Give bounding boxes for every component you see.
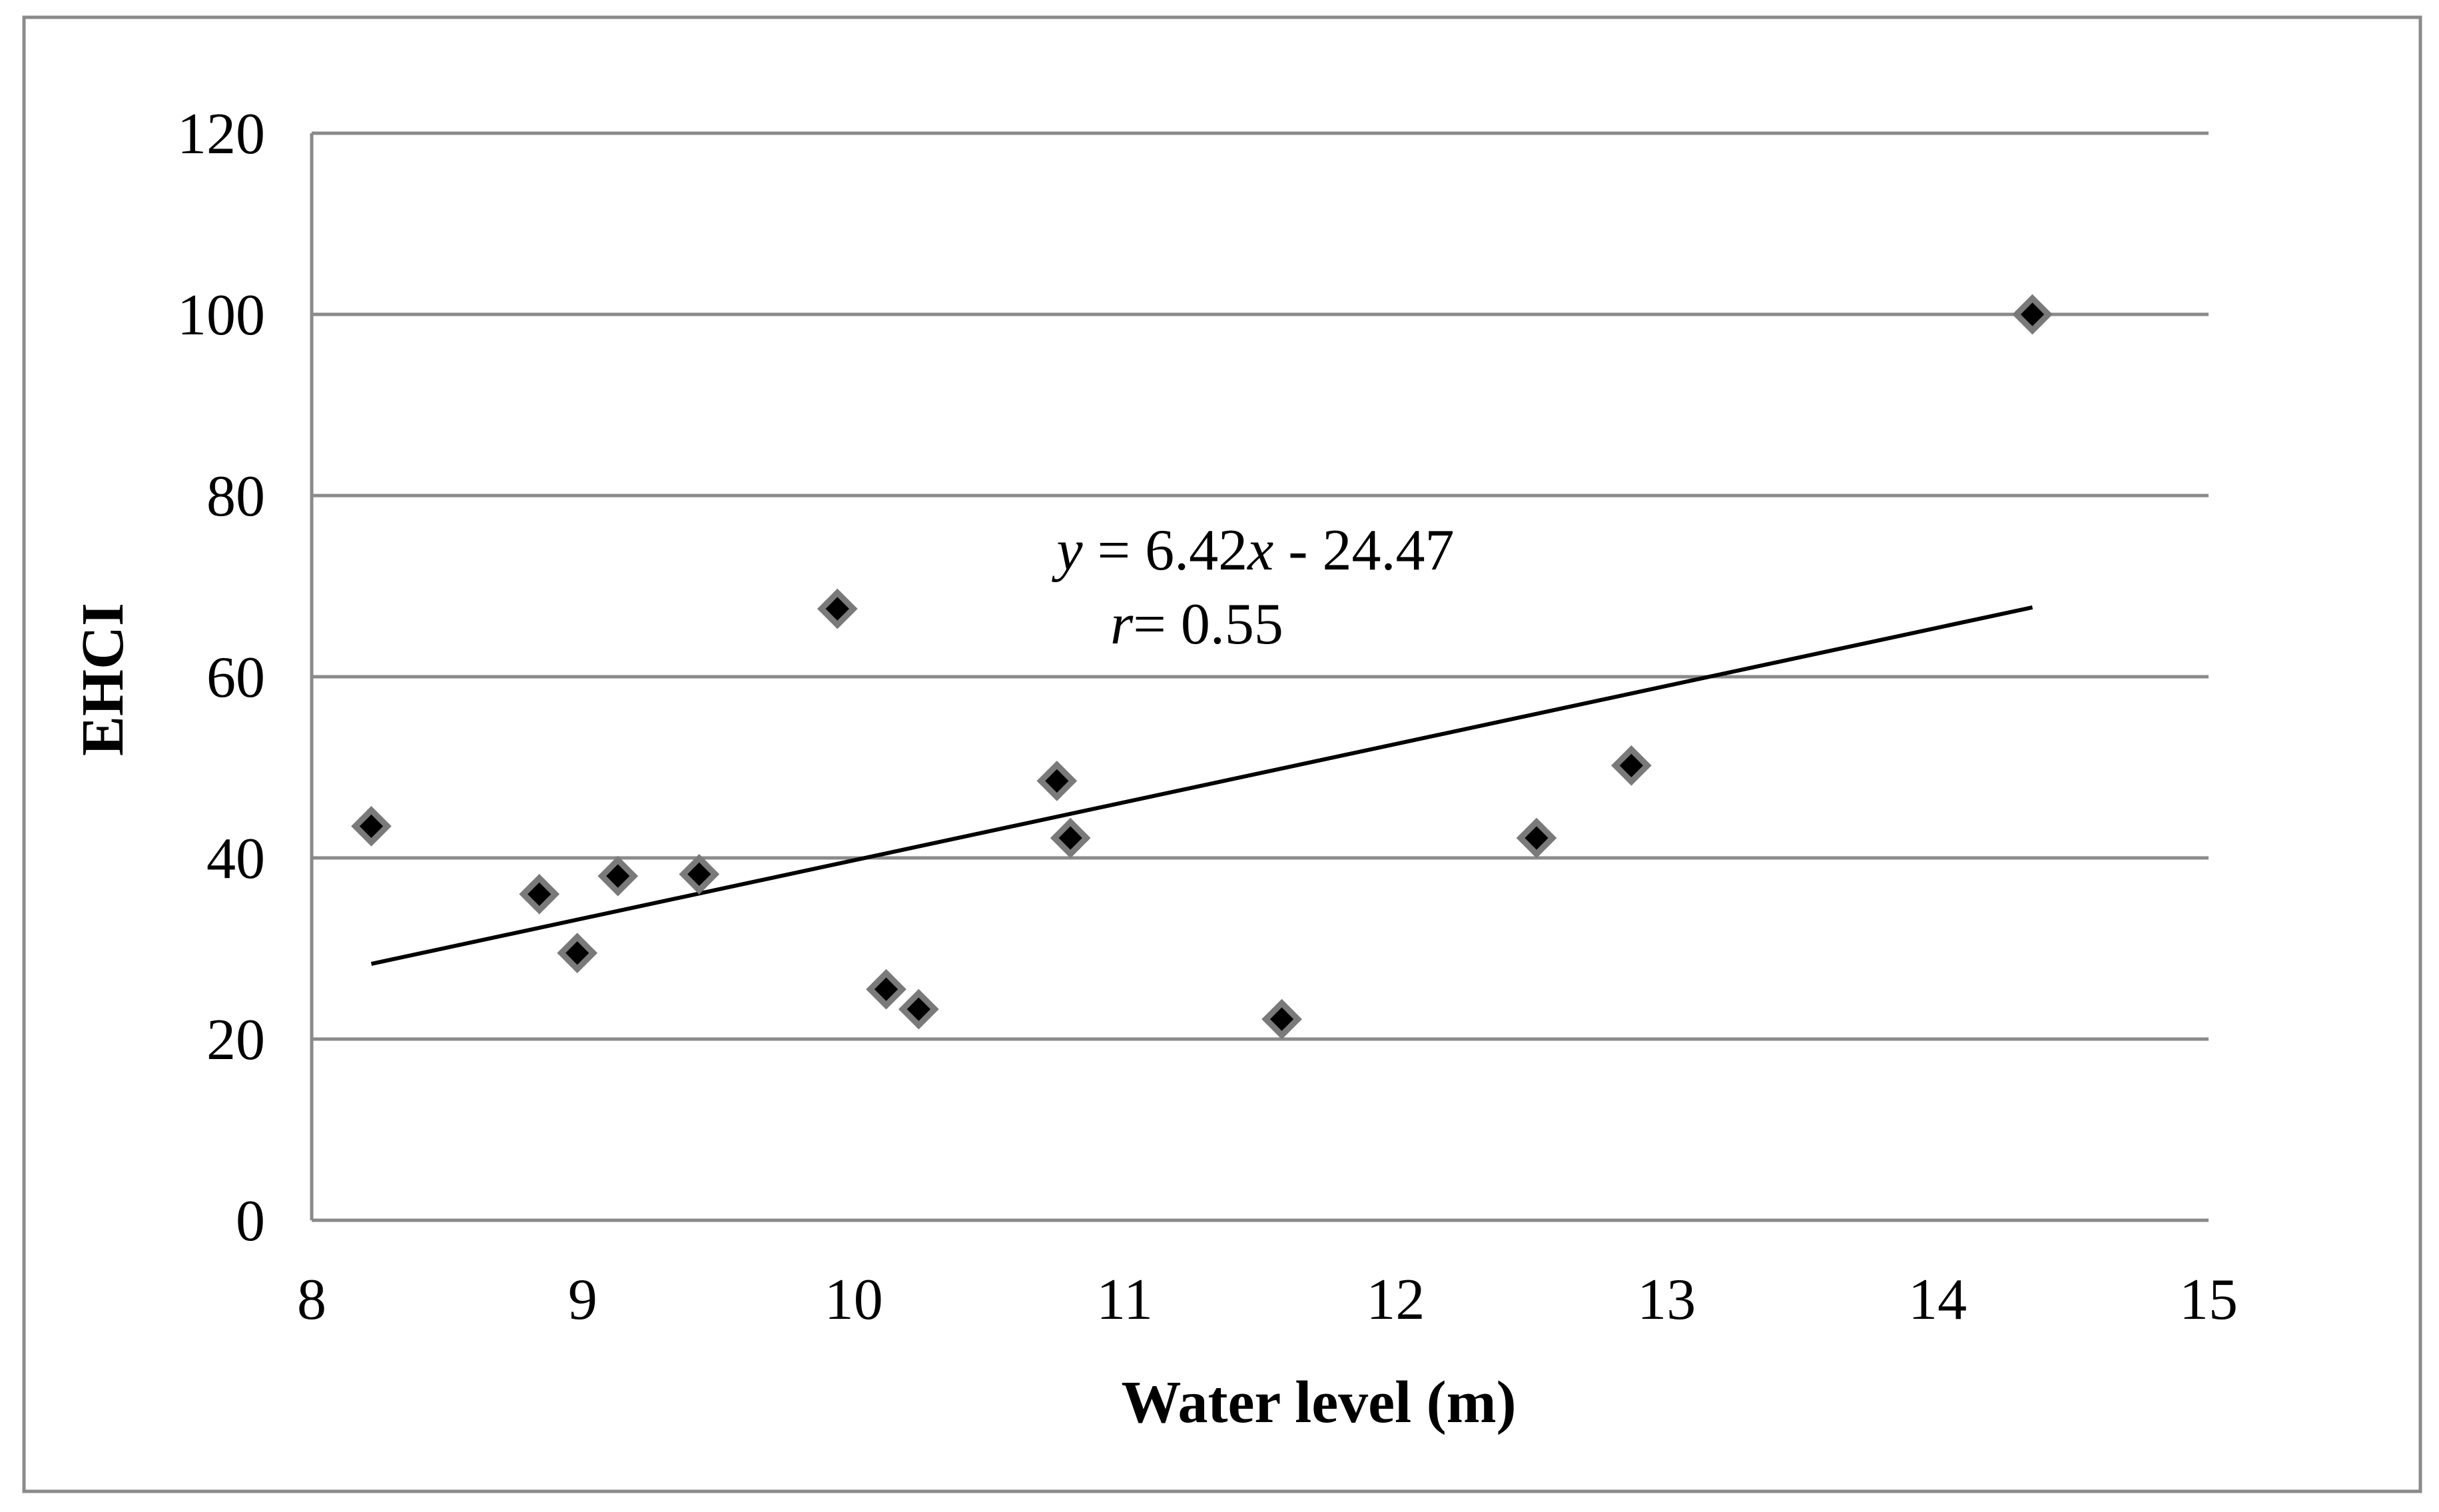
- equation-tail: - 24.47: [1273, 518, 1454, 583]
- y-tick-label-40: 40: [206, 827, 265, 891]
- correlation-tail: = 0.55: [1133, 592, 1283, 657]
- x-tick-label-9: 9: [568, 1268, 597, 1332]
- y-tick-label-60: 60: [206, 645, 265, 710]
- data-point-3: [557, 933, 598, 974]
- x-axis-title: Water level (m): [1121, 1369, 1516, 1435]
- data-point-5: [679, 854, 720, 895]
- y-tick-label-120: 120: [177, 102, 265, 167]
- data-point-2: [519, 874, 560, 915]
- data-point-14: [2012, 294, 2053, 335]
- y-tick-label-80: 80: [206, 464, 265, 529]
- data-point-12: [1516, 817, 1557, 859]
- tick-labels: 0 20 40 60 80 100 120 8 9 10 11 12 13 14 15: [177, 102, 2238, 1332]
- x-tick-label-8: 8: [297, 1268, 326, 1332]
- y-tick-label-20: 20: [206, 1008, 265, 1072]
- x-tick-label-13: 13: [1637, 1268, 1696, 1332]
- x-tick-label-14: 14: [1908, 1268, 1967, 1332]
- trend-equation: y = 6.42x - 24.47: [1051, 518, 1454, 583]
- correlation-r-var: r: [1110, 592, 1134, 657]
- chart-frame: [22, 15, 2422, 1493]
- data-point-9: [1036, 761, 1078, 801]
- data-points: [351, 294, 2053, 1040]
- trendline-group: [370, 605, 2033, 966]
- x-tick-label-11: 11: [1096, 1268, 1153, 1332]
- data-point-13: [1611, 745, 1652, 786]
- equation-x-var: x: [1246, 518, 1273, 583]
- x-tick-label-15: 15: [2179, 1268, 2238, 1332]
- equation-middle: = 6.42: [1083, 518, 1248, 583]
- gridlines: [312, 131, 2209, 1041]
- axes: [310, 133, 2209, 1222]
- x-tick-label-10: 10: [825, 1268, 883, 1332]
- data-point-11: [1261, 998, 1302, 1040]
- x-tick-label-12: 12: [1366, 1268, 1425, 1332]
- y-axis-title: EHCI: [70, 603, 136, 756]
- y-tick-label-0: 0: [236, 1189, 265, 1254]
- data-point-7: [866, 968, 906, 1010]
- correlation-label: r= 0.55: [1110, 592, 1283, 657]
- data-point-1: [351, 806, 392, 847]
- equation-y-var: y: [1051, 518, 1083, 583]
- y-tick-label-100: 100: [177, 283, 265, 348]
- data-point-8: [898, 988, 939, 1030]
- data-point-4: [597, 855, 639, 897]
- trendline: [370, 605, 2033, 966]
- data-point-10: [1050, 817, 1091, 859]
- data-point-6: [817, 588, 858, 629]
